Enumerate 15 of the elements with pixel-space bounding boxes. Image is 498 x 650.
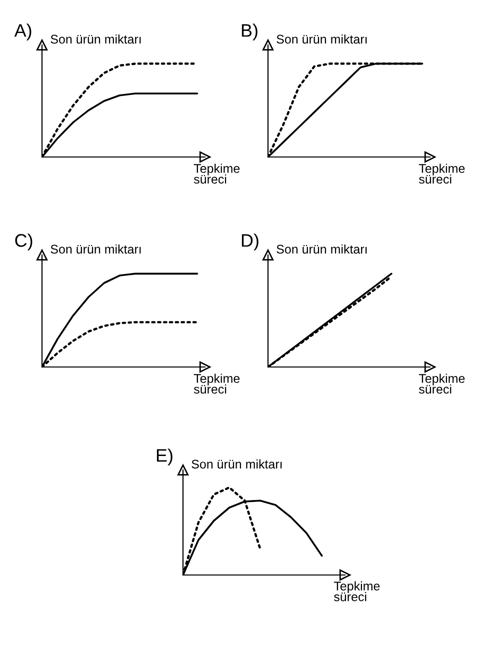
y-axis-title: Son ürün miktarı bbox=[50, 244, 141, 254]
x-axis-title: Tepkime süreci bbox=[334, 581, 380, 602]
y-axis-title: Son ürün miktarı bbox=[192, 459, 282, 469]
y-axis-title: Son ürün miktarı bbox=[50, 34, 141, 44]
x-axis-title: Tepkime süreci bbox=[194, 374, 240, 394]
y-axis-title: Son ürün miktarı bbox=[276, 244, 367, 254]
chart-title: E) bbox=[156, 448, 172, 466]
chart-title: B) bbox=[242, 24, 258, 40]
chart-title: A) bbox=[14, 24, 32, 40]
x-axis-title: Tepkime süreci bbox=[418, 164, 465, 184]
x-axis-title: Tepkime süreci bbox=[418, 374, 465, 394]
chart-title: D) bbox=[242, 234, 258, 250]
x-axis-title: Tepkime süreci bbox=[194, 164, 240, 184]
chart-title: C) bbox=[15, 234, 32, 250]
y-axis-title: Son ürün miktarı bbox=[276, 34, 367, 44]
